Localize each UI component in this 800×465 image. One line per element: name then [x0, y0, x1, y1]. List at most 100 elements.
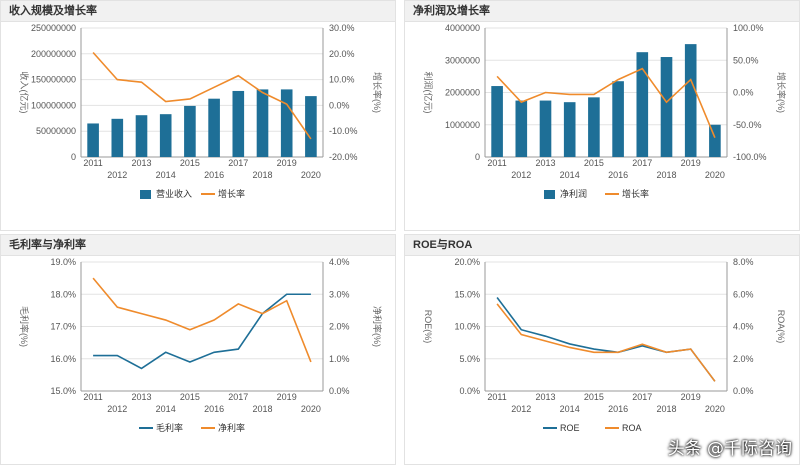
- y-right-axis-title: ROA(%): [776, 310, 786, 344]
- bar: [709, 124, 721, 157]
- bar: [539, 100, 552, 157]
- bar: [588, 97, 600, 157]
- legend-label: ROE: [560, 423, 580, 433]
- x-category-label: 2012: [511, 170, 531, 180]
- x-category-label: 2020: [705, 404, 725, 414]
- x-category-label: 2017: [228, 392, 248, 402]
- y-left-tick-label: 0.0%: [459, 386, 480, 396]
- x-category-label: 2018: [656, 404, 676, 414]
- bar: [208, 98, 220, 157]
- revenue-panel: 收入规模及增长率 0 50000000 100000000 150000000 2000…: [0, 0, 396, 231]
- bar: [87, 123, 99, 157]
- bar: [660, 57, 673, 157]
- x-category-label: 2011: [487, 158, 506, 168]
- revenue-panel-title: 收入规模及增长率: [1, 1, 395, 22]
- x-category-label: 2014: [560, 404, 580, 414]
- y-right-axis-title: 增长率(%): [372, 72, 383, 113]
- revenue-growth-chart: 0 50000000 100000000 150000000 200000000 2500…: [19, 23, 383, 199]
- series-line-1: [92, 277, 312, 363]
- legend-swatch: [140, 190, 151, 199]
- bar: [612, 81, 624, 157]
- growth-rate-line: [496, 67, 716, 138]
- y-left-tick-label: 100000000: [31, 100, 76, 110]
- y-right-axis-title: 净利率(%): [372, 306, 383, 347]
- margins-chart: 15.0% 16.0% 17.0% 18.0% 19.0% 0.0% 1.0% 2.0% 3.0…: [19, 257, 383, 433]
- y-left-tick-label: 19.0%: [50, 257, 76, 267]
- y-left-tick-label: 15.0%: [454, 289, 480, 299]
- legend-label: 净利率: [218, 422, 245, 433]
- margins-panel: 毛利率与净利率 15.0% 16.0% 17.0% 18.0% 19.0% 0.0% 1.0…: [0, 234, 396, 465]
- bar: [305, 96, 317, 157]
- net-profit-panel: 净利润及增长率 0 1000000 2000000 3000000 4000000 -10…: [404, 0, 800, 231]
- y-right-tick-label: 8.0%: [733, 257, 754, 267]
- y-left-tick-label: 2000000: [445, 88, 480, 98]
- y-right-tick-label: 2.0%: [329, 322, 350, 332]
- bar: [636, 52, 649, 157]
- legend-label: 增长率: [218, 188, 245, 199]
- bar: [684, 44, 697, 157]
- legend-label: 净利润: [560, 188, 587, 199]
- y-right-tick-label: 0.0%: [733, 88, 754, 98]
- y-left-tick-label: 0: [475, 152, 480, 162]
- y-left-tick-label: 15.0%: [50, 386, 76, 396]
- legend-label: 毛利率: [156, 422, 183, 433]
- legend-label: 营业收入: [156, 188, 192, 199]
- bar: [280, 89, 293, 157]
- x-category-label: 2013: [131, 158, 151, 168]
- y-left-tick-label: 10.0%: [454, 322, 480, 332]
- x-category-label: 2020: [705, 170, 725, 180]
- y-left-axis-title: 利润(亿元): [423, 72, 434, 114]
- y-right-tick-label: 30.0%: [329, 23, 355, 33]
- legend-label: 增长率: [622, 188, 649, 199]
- net-profit-panel-title: 净利润及增长率: [405, 1, 799, 22]
- x-category-label: 2020: [301, 170, 321, 180]
- growth-rate-line: [92, 51, 312, 140]
- bar: [515, 100, 528, 157]
- legend-label: ROA: [622, 423, 642, 433]
- bar: [135, 115, 148, 157]
- y-left-axis-title: 毛利率(%): [19, 306, 30, 347]
- y-right-tick-label: -50.0%: [733, 120, 762, 130]
- y-right-tick-label: 0.0%: [329, 100, 350, 110]
- x-category-label: 2014: [156, 170, 176, 180]
- y-right-axis-title: 增长率(%): [776, 72, 787, 113]
- roe-roa-panel-title: ROE与ROA: [405, 235, 799, 256]
- y-left-tick-label: 1000000: [445, 120, 480, 130]
- y-left-tick-label: 5.0%: [459, 354, 480, 364]
- x-category-label: 2012: [511, 404, 531, 414]
- roe-roa-chart: 0.0% 5.0% 10.0% 15.0% 20.0% 0.0% 2.0% 4.0% 6.0% 8…: [423, 257, 786, 433]
- x-category-label: 2014: [560, 170, 580, 180]
- x-category-label: 2014: [156, 404, 176, 414]
- x-category-label: 2013: [131, 392, 151, 402]
- y-left-tick-label: 3000000: [445, 55, 480, 65]
- y-right-tick-label: 4.0%: [733, 322, 754, 332]
- x-category-label: 2020: [301, 404, 321, 414]
- x-category-label: 2011: [83, 158, 102, 168]
- net-profit-growth-chart: 0 1000000 2000000 3000000 4000000 -100.0% -50.…: [423, 23, 787, 199]
- y-right-tick-label: -10.0%: [329, 126, 358, 136]
- series-line-0: [496, 296, 716, 382]
- x-category-label: 2019: [277, 158, 297, 168]
- bar: [491, 86, 503, 157]
- legend-swatch: [544, 190, 555, 199]
- x-category-label: 2012: [107, 404, 127, 414]
- y-left-tick-label: 150000000: [31, 75, 76, 85]
- x-category-label: 2018: [252, 404, 272, 414]
- x-category-label: 2018: [252, 170, 272, 180]
- x-category-label: 2015: [180, 392, 200, 402]
- y-left-tick-label: 0: [71, 152, 76, 162]
- x-category-label: 2019: [681, 158, 701, 168]
- y-left-axis-title: 收入(亿元): [19, 72, 30, 114]
- y-left-tick-label: 200000000: [31, 49, 76, 59]
- x-category-label: 2015: [180, 158, 200, 168]
- bar: [159, 114, 172, 157]
- x-category-label: 2017: [228, 158, 248, 168]
- y-left-tick-label: 250000000: [31, 23, 76, 33]
- watermark: 头条 @千际咨询: [667, 439, 792, 459]
- y-right-tick-label: 2.0%: [733, 354, 754, 364]
- x-category-label: 2016: [204, 170, 224, 180]
- x-category-label: 2018: [656, 170, 676, 180]
- y-right-tick-label: 1.0%: [329, 354, 350, 364]
- y-right-tick-label: 0.0%: [329, 386, 350, 396]
- y-left-tick-label: 18.0%: [50, 289, 76, 299]
